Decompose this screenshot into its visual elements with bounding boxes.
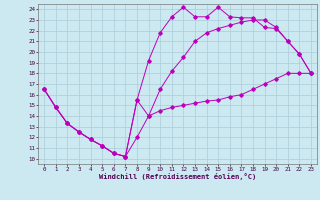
X-axis label: Windchill (Refroidissement éolien,°C): Windchill (Refroidissement éolien,°C) <box>99 173 256 180</box>
